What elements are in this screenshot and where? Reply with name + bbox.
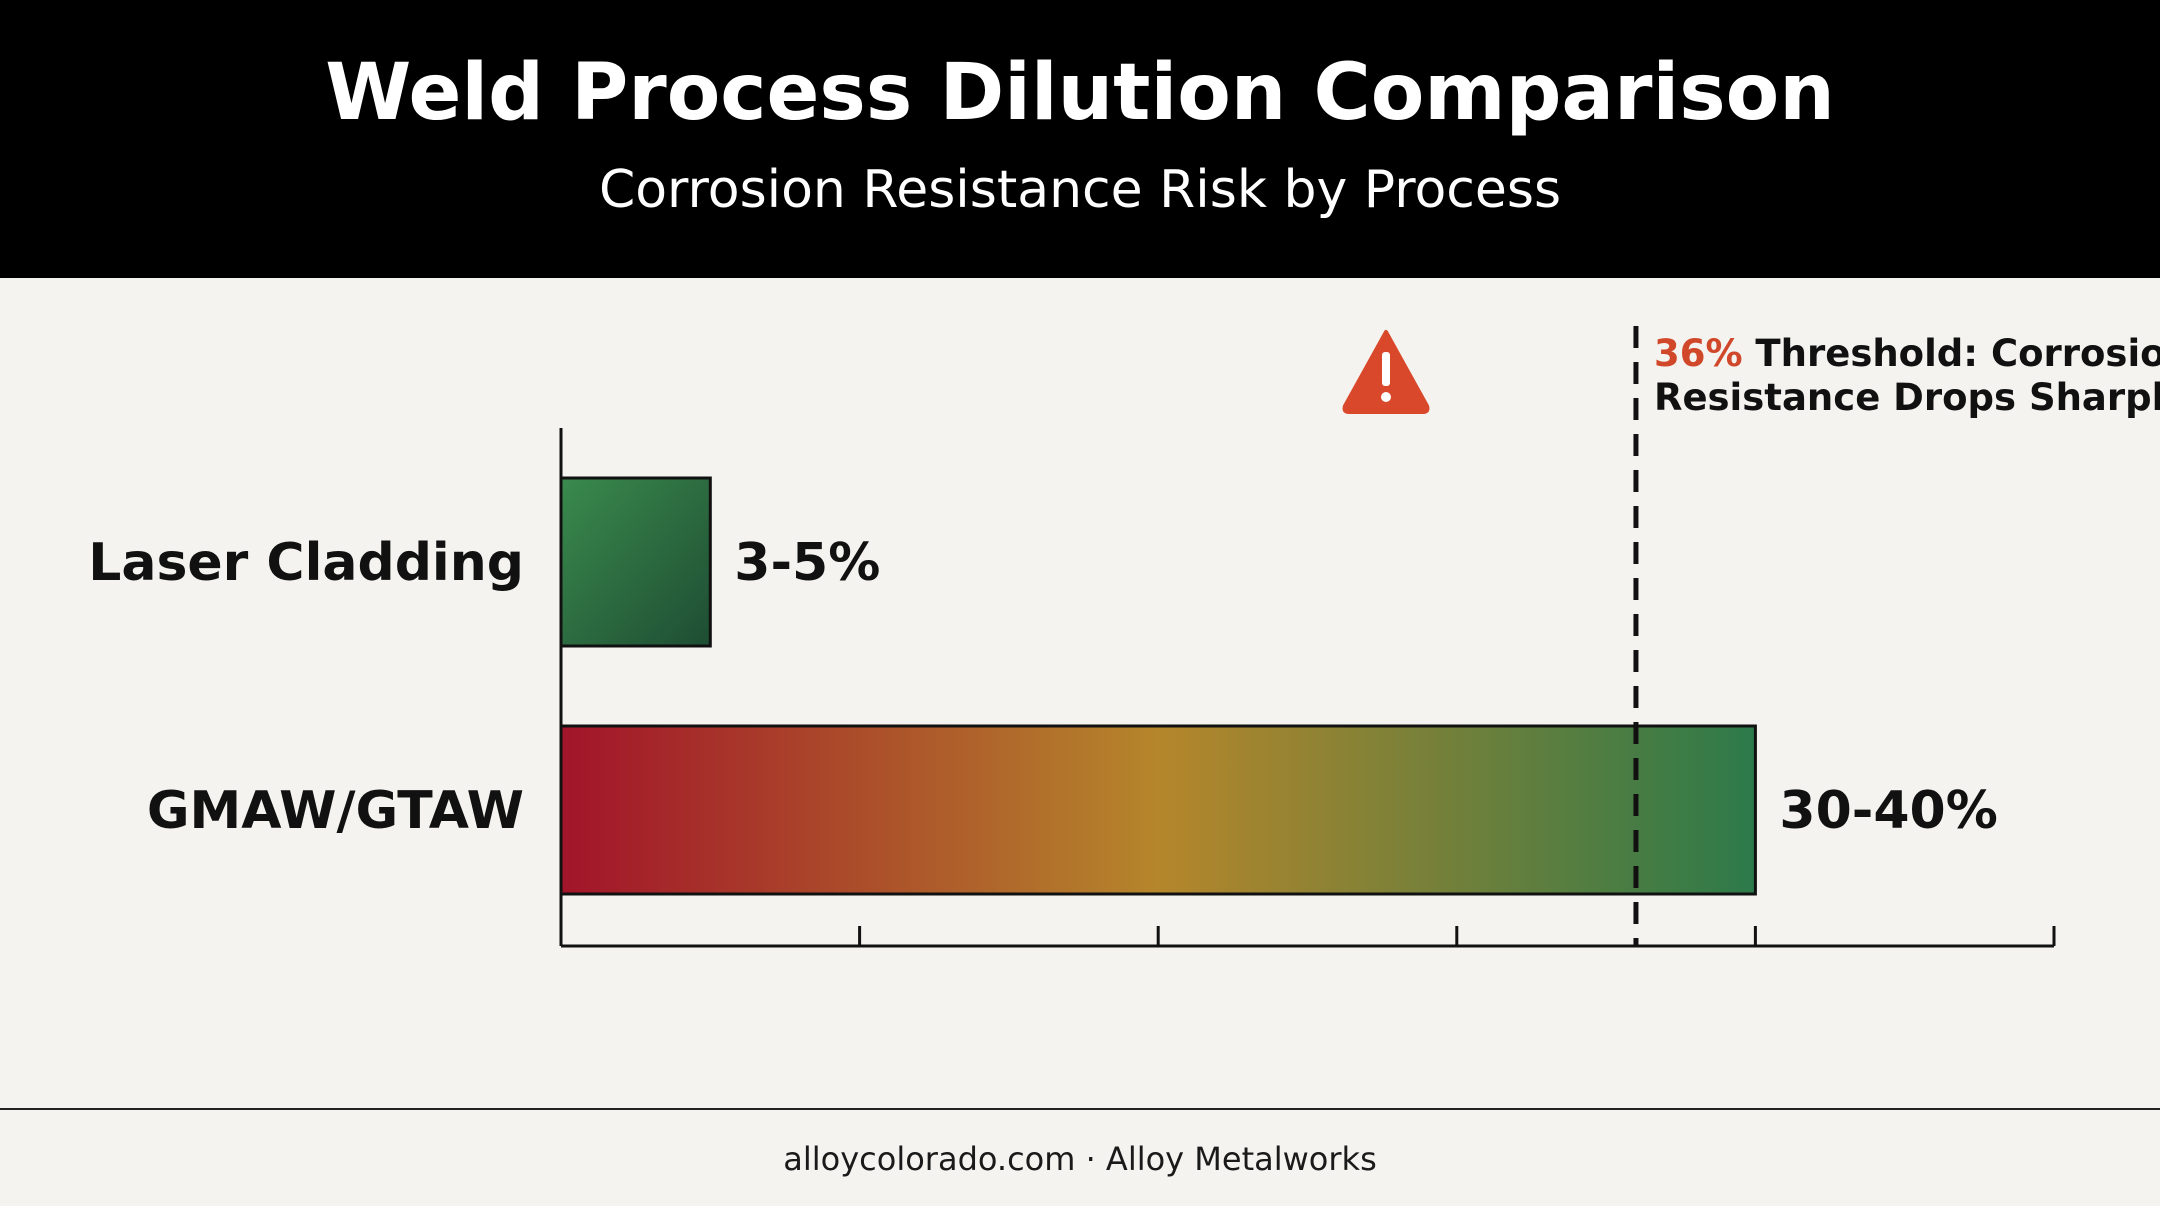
footer-divider bbox=[0, 1108, 2160, 1110]
value-label-0: 3-5% bbox=[734, 533, 880, 593]
value-label-1: 30-40% bbox=[1779, 781, 1997, 841]
bar-gmaw-gtaw bbox=[559, 724, 1757, 896]
footer-separator: · bbox=[1075, 1140, 1106, 1178]
threshold-label-line2: Resistance Drops Sharply bbox=[1654, 376, 2160, 419]
footer-company: Alloy Metalworks bbox=[1105, 1140, 1377, 1178]
category-label-0: Laser Cladding bbox=[88, 533, 524, 593]
footer: alloycolorado.com · Alloy Metalworks bbox=[0, 1140, 2160, 1178]
footer-site: alloycolorado.com bbox=[783, 1140, 1076, 1178]
bar-laser-cladding bbox=[559, 476, 712, 648]
category-label-1: GMAW/GTAW bbox=[147, 781, 524, 841]
header-banner: Weld Process Dilution Comparison Corrosi… bbox=[0, 0, 2160, 278]
chart-title: Weld Process Dilution Comparison bbox=[325, 48, 1835, 138]
chart-subtitle: Corrosion Resistance Risk by Process bbox=[598, 160, 1562, 220]
warning-exclamation-bar bbox=[1382, 352, 1390, 386]
warning-triangle-icon bbox=[1342, 330, 1430, 414]
threshold-label-line1: 36% Threshold: Corrosion bbox=[1654, 332, 2160, 375]
threshold-text: Threshold: Corrosion bbox=[1743, 332, 2160, 375]
threshold-value: 36% bbox=[1654, 332, 1743, 375]
warning-exclamation-dot bbox=[1381, 392, 1391, 402]
